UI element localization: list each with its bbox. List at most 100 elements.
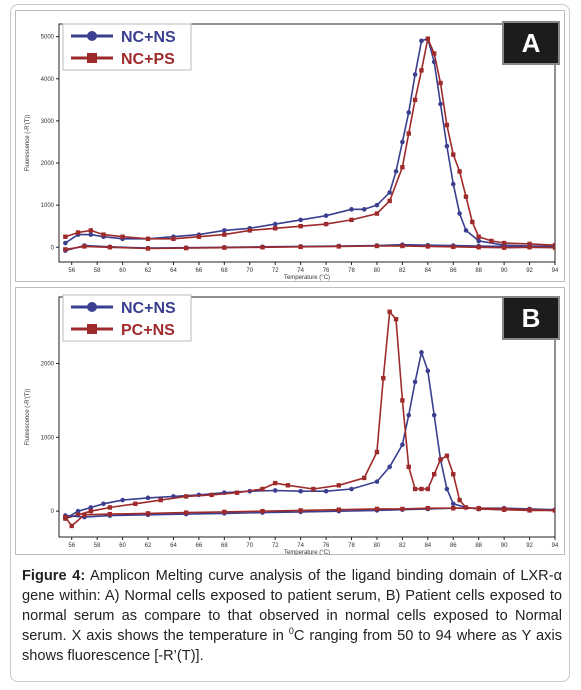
y-tick-label: 0	[51, 509, 55, 515]
data-point	[457, 211, 462, 216]
data-point	[222, 245, 227, 250]
data-point	[209, 492, 214, 498]
data-point	[425, 368, 431, 374]
data-point	[63, 514, 68, 520]
x-tick-label: 84	[424, 268, 431, 274]
data-point	[457, 169, 462, 174]
data-point	[247, 228, 252, 233]
data-point	[323, 213, 329, 218]
data-point	[444, 486, 450, 492]
panel-letter: A	[522, 28, 541, 58]
x-tick-label: 68	[221, 268, 228, 274]
data-point	[412, 486, 418, 492]
data-point	[374, 202, 380, 208]
x-tick-label: 72	[272, 543, 279, 549]
data-point	[107, 505, 113, 510]
y-tick-label: 3000	[41, 119, 55, 125]
data-point	[82, 512, 87, 518]
data-point	[298, 244, 303, 250]
series-group	[63, 309, 555, 529]
data-point	[272, 221, 278, 227]
data-point	[431, 412, 437, 418]
legend-label: NC+NS	[121, 29, 176, 46]
data-point	[425, 36, 431, 41]
x-tick-label: 66	[196, 268, 203, 274]
y-tick-label: 0	[51, 245, 55, 251]
data-point	[362, 475, 367, 481]
data-point	[75, 508, 81, 514]
y-tick-label: 1000	[41, 435, 55, 441]
data-point	[260, 486, 265, 492]
data-point	[400, 442, 405, 447]
x-tick-label: 56	[68, 543, 75, 549]
data-point	[298, 488, 303, 494]
data-point	[273, 480, 278, 486]
data-point	[158, 497, 163, 503]
data-point	[400, 506, 405, 512]
data-point	[101, 232, 106, 237]
data-point	[501, 240, 507, 246]
data-point	[336, 507, 341, 512]
panel-letter: B	[522, 303, 541, 333]
data-point	[419, 350, 424, 355]
x-tick-label: 60	[119, 268, 126, 274]
x-tick-label: 70	[246, 543, 253, 549]
x-tick-label: 60	[119, 543, 126, 549]
data-point	[451, 506, 456, 511]
caption-text: Amplicon Melting curve analysis of the l…	[22, 568, 563, 644]
data-point	[400, 139, 405, 145]
data-point	[145, 236, 151, 242]
data-point	[88, 232, 94, 237]
x-tick-label: 92	[526, 543, 533, 549]
data-point	[82, 244, 87, 249]
caption-label: Figure 4:	[22, 568, 86, 584]
y-tick-label: 2000	[41, 361, 55, 367]
data-point	[387, 190, 392, 195]
x-tick-label: 62	[145, 268, 152, 274]
x-tick-label: 78	[348, 543, 355, 549]
data-point	[133, 501, 138, 506]
series-group	[63, 36, 555, 253]
data-point	[400, 398, 405, 403]
x-tick-label: 76	[323, 543, 330, 549]
plot-frame	[58, 23, 556, 263]
x-axis-title: Temperature (°C)	[284, 550, 330, 555]
data-point	[457, 497, 462, 503]
data-point	[349, 217, 354, 223]
panel-letter-badge	[502, 21, 560, 65]
data-point	[476, 234, 481, 239]
data-point	[88, 508, 93, 514]
x-tick-label: 82	[399, 543, 406, 549]
x-tick-label: 94	[552, 268, 559, 274]
data-point	[552, 508, 555, 513]
data-point	[527, 245, 532, 250]
data-point	[260, 245, 265, 250]
x-tick-label: 76	[323, 268, 330, 274]
chart-panel-b: 0 1000 2000 56 58 60 62 64 66 68 70 72 74 76 78 80 82 84 8…	[15, 287, 565, 555]
data-point	[145, 246, 151, 251]
x-tick-label: 64	[170, 543, 177, 549]
panel-letter-badge	[502, 296, 560, 340]
data-point	[63, 240, 68, 246]
data-point	[183, 245, 189, 251]
data-point	[145, 511, 151, 516]
data-point	[450, 181, 456, 187]
series-line-pc-ns	[65, 309, 555, 520]
data-point	[75, 230, 81, 235]
x-tick-label: 58	[94, 268, 101, 274]
data-point	[387, 198, 392, 204]
data-point	[470, 219, 475, 225]
caption-superscript: 0	[288, 626, 294, 637]
data-point	[75, 512, 81, 518]
data-point	[374, 243, 380, 249]
data-point	[260, 508, 265, 514]
y-axis-title: Fluorescence (-R'(T))	[25, 115, 31, 172]
data-point	[438, 80, 443, 86]
data-point	[444, 453, 450, 458]
data-point	[171, 236, 176, 242]
data-point	[431, 51, 437, 56]
data-point	[323, 221, 329, 227]
data-point	[489, 238, 494, 244]
data-point	[374, 211, 380, 216]
data-point	[419, 68, 424, 73]
